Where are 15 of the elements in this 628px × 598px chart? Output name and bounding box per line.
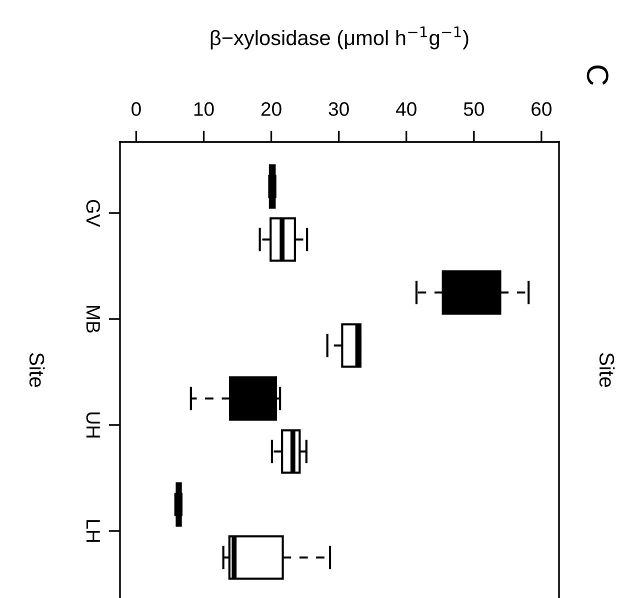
y-tick-label: MB	[86, 306, 100, 333]
y2-axis-title: Site	[599, 353, 615, 388]
y-axis-title: Site	[29, 353, 45, 388]
text: C	[586, 66, 608, 85]
x-tick-label: 50	[464, 102, 484, 116]
x-tick-label: 20	[261, 102, 282, 116]
y-tick-label: LH	[86, 520, 100, 542]
y-tick-label: UH	[86, 412, 100, 438]
x-tick-label: 10	[194, 102, 214, 116]
x-tick-label: 30	[328, 102, 349, 116]
y-tick-label: GV	[86, 200, 100, 227]
x-axis-title: β−xylosidase (μmol h$^{−1}$g$^{−1}$)	[210, 26, 468, 50]
x-tick-label: 60	[532, 102, 552, 116]
x-tick-label: 40	[396, 102, 416, 116]
x-tick-label: 0	[132, 102, 141, 116]
